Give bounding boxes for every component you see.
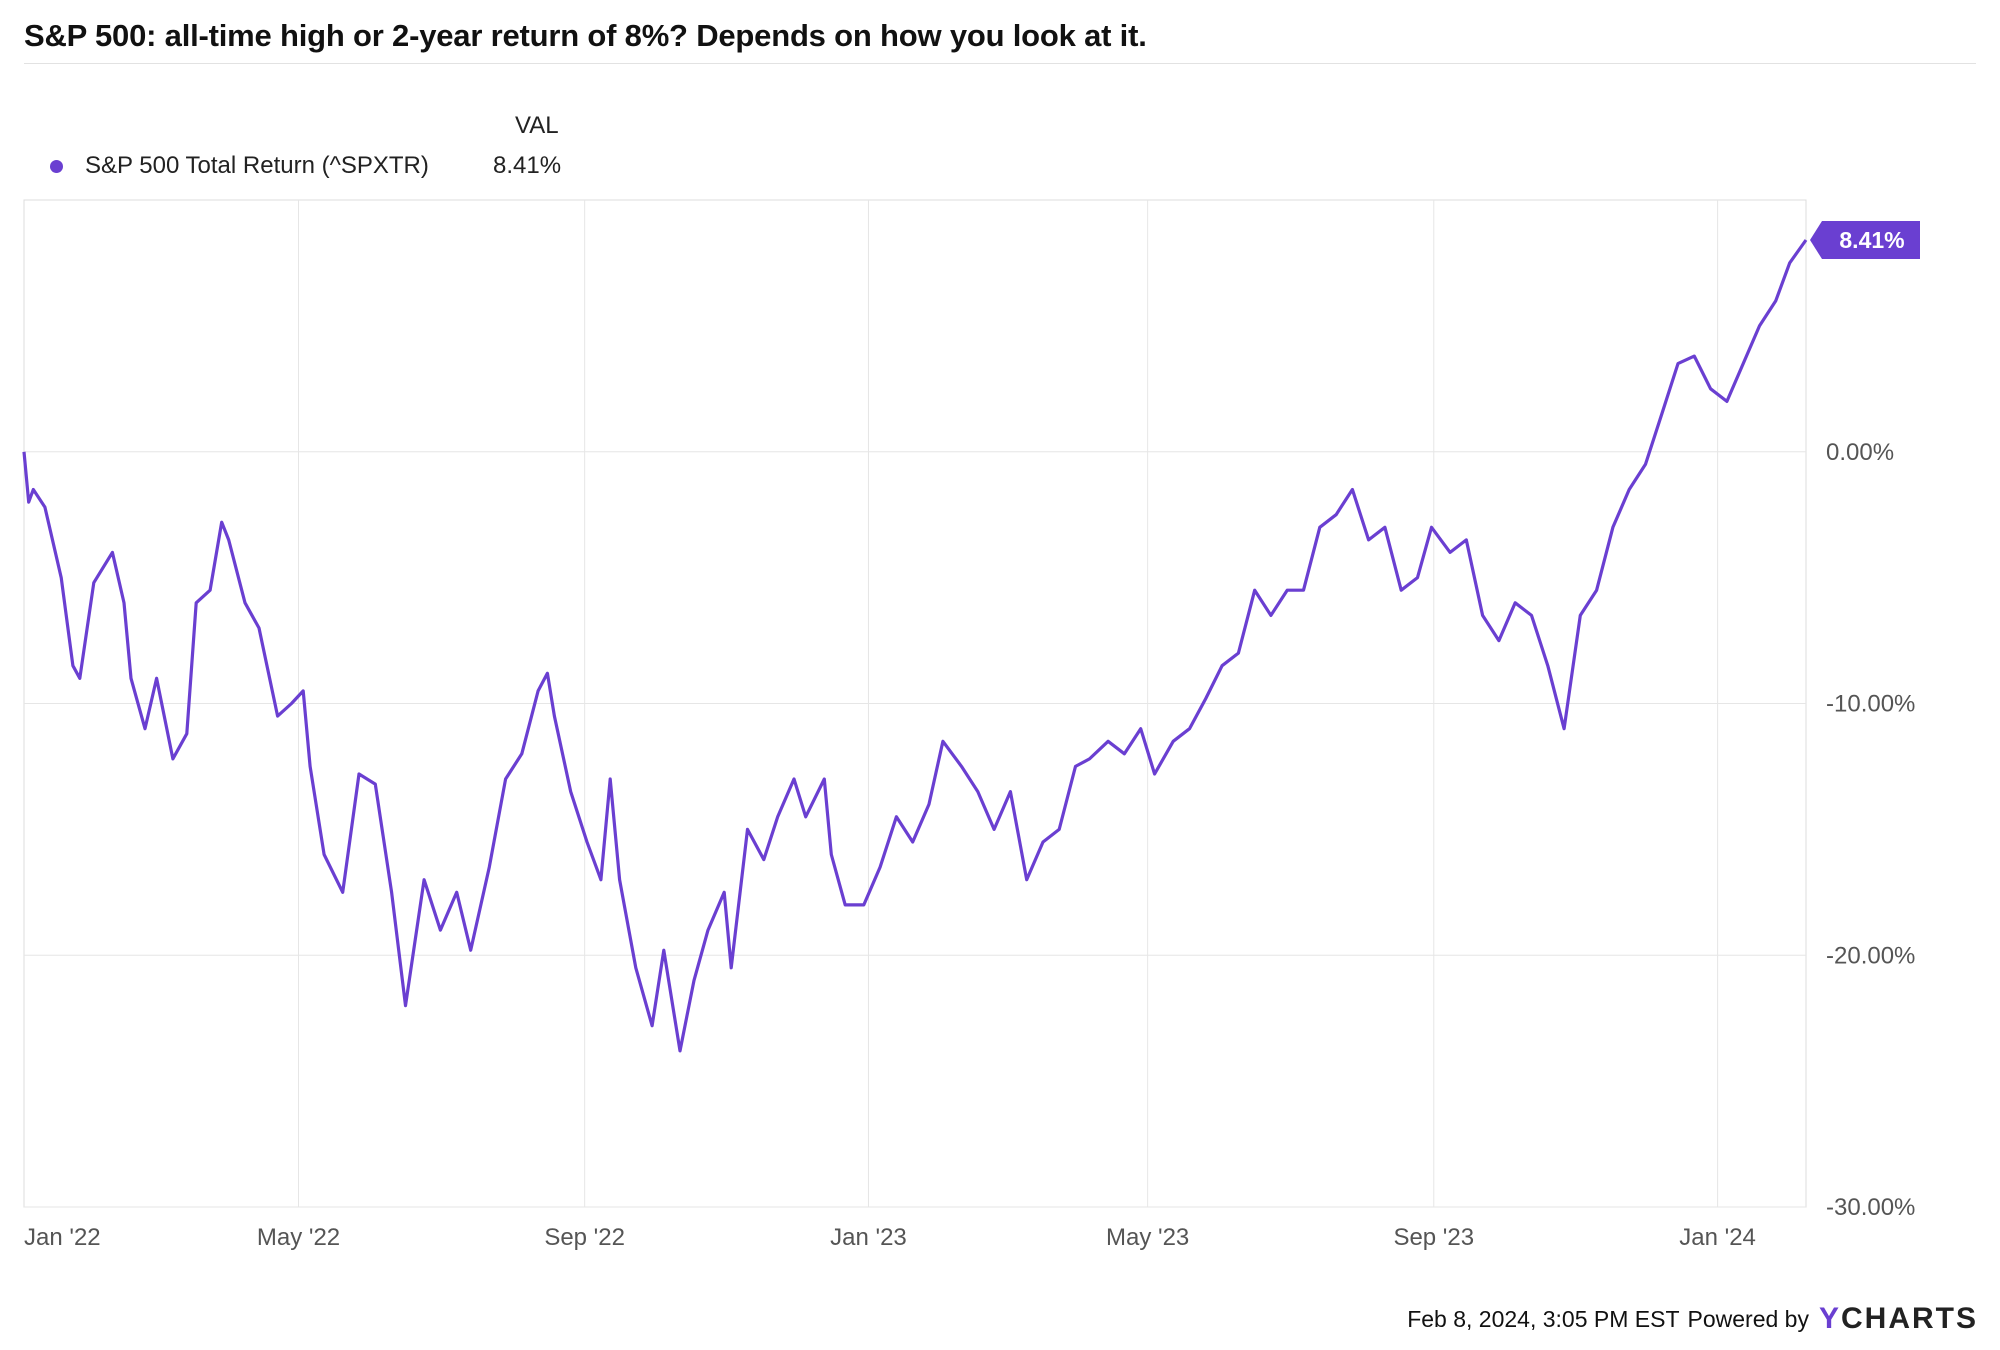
legend-series-value: 8.41% [493, 152, 562, 179]
footer-timestamp: Feb 8, 2024, 3:05 PM EST [1407, 1305, 1680, 1332]
legend-column-header: VAL [515, 112, 559, 139]
y-tick-label: -20.00% [1826, 942, 1915, 969]
end-value-flag [1810, 221, 1920, 260]
x-tick-label: May '23 [1106, 1224, 1189, 1251]
x-tick-label: Jan '23 [830, 1224, 907, 1251]
y-tick-label: -30.00% [1826, 1194, 1915, 1221]
y-tick-label: -10.00% [1826, 691, 1915, 718]
series-line[interactable] [22, 239, 1808, 1053]
x-tick-label: Jan '24 [1679, 1224, 1756, 1251]
x-tick-label: Sep '23 [1393, 1224, 1474, 1251]
legend-series-label: S&P 500 Total Return (^SPXTR) [85, 152, 429, 179]
footer-powered-by: Powered by [1687, 1305, 1809, 1332]
ycharts-logo-y: Y [1818, 1302, 1841, 1335]
legend-series-dot [50, 159, 63, 173]
title-divider [24, 63, 1976, 64]
ycharts-logo-text: CHARTS [1841, 1302, 1978, 1335]
x-tick-label: Jan '22 [24, 1224, 101, 1251]
x-tick-label: Sep '22 [544, 1224, 625, 1251]
end-value-label: 8.41% [1839, 227, 1904, 253]
chart-title: S&P 500: all-time high or 2-year return … [24, 18, 1147, 53]
y-tick-label: 0.00% [1826, 439, 1894, 466]
ycharts-logo[interactable]: YCHARTS [1819, 1302, 1978, 1336]
chart-footer: Feb 8, 2024, 3:05 PM EST Powered by YCHA… [1407, 1302, 1978, 1336]
legend-entry[interactable]: S&P 500 Total Return (^SPXTR) [50, 152, 429, 180]
x-tick-label: May '22 [257, 1224, 340, 1251]
